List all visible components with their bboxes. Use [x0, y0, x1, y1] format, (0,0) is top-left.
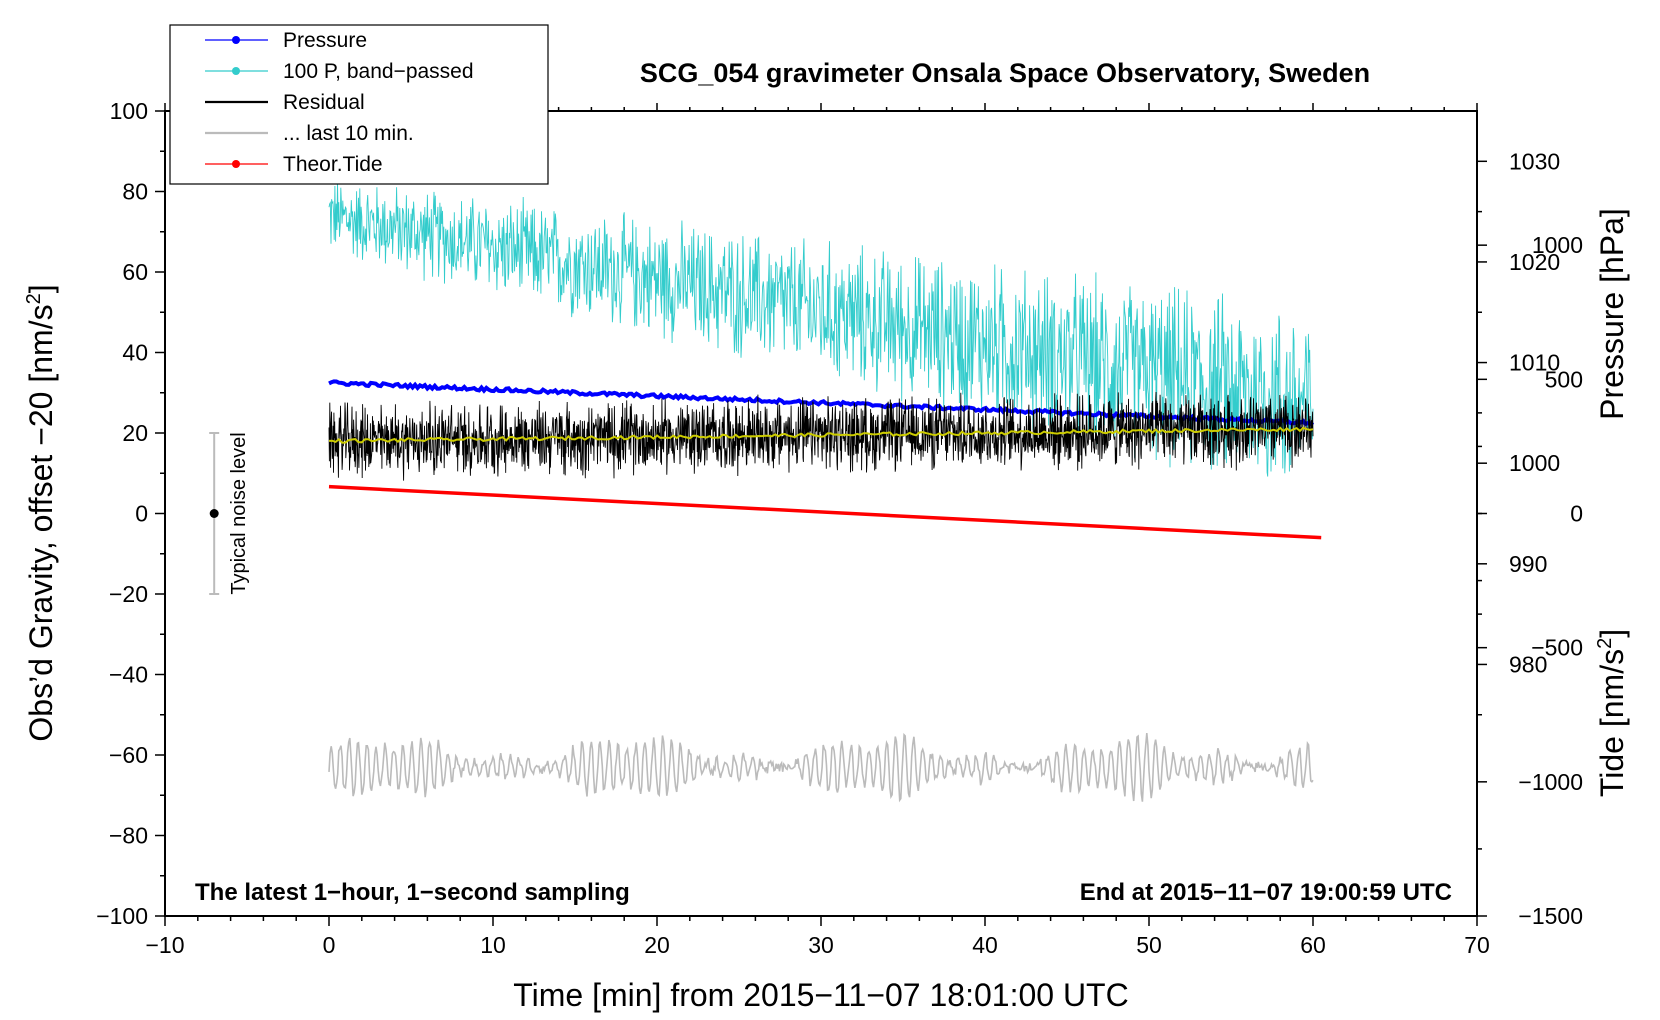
y-tick-tide-label: 500: [1545, 366, 1583, 392]
x-tick-label: 10: [480, 932, 506, 958]
y-tick-pressure-label: 980: [1509, 651, 1547, 677]
noise-bar: Typical noise level: [209, 432, 250, 595]
x-tick-label: 70: [1464, 932, 1490, 958]
legend-label: Pressure: [283, 29, 367, 52]
y-tick-pressure-label: 1020: [1509, 249, 1560, 275]
y-axis-tide: −1500 −1000 −500 0 500 1000: [1477, 232, 1583, 929]
noise-bar-center: [209, 509, 219, 518]
y-tick-left-label: 40: [122, 340, 148, 366]
y-tick-tide-label: −1000: [1518, 769, 1583, 795]
y-axis-left-title: Obs’d Gravity, offset −20 [nm/s2]: [23, 284, 59, 741]
y-tick-left-label: 60: [122, 259, 148, 285]
y-axis-left-title-sup: 2: [23, 293, 45, 304]
legend-label: Residual: [283, 91, 365, 114]
chart-title: SCG_054 gravimeter Onsala Space Observat…: [640, 58, 1370, 88]
legend-marker: [232, 67, 240, 75]
series-residual-smoothed: [328, 426, 1314, 444]
y-tick-left-label: −40: [109, 662, 148, 688]
noise-bar-label: Typical noise level: [228, 432, 250, 594]
series-layer: [328, 181, 1322, 803]
legend-box: [169, 24, 549, 185]
x-axis: −10 0 10 20 30 40 50 60 70: [145, 103, 1490, 958]
y-tick-pressure-label: 1000: [1509, 450, 1560, 476]
x-tick-label: 40: [972, 932, 998, 958]
x-tick-label: −10: [145, 932, 184, 958]
y-tick-left-label: −60: [109, 742, 148, 768]
x-tick-label: 20: [644, 932, 670, 958]
y-axis-left-title-end: ]: [23, 284, 59, 293]
y-axis-left: −100 −80 −60 −40 −20 0 20 40 60 80 100: [96, 98, 165, 929]
x-tick-label: 30: [808, 932, 834, 958]
y-axis-tide-title-main: Tide [nm/s: [1594, 649, 1630, 797]
y-tick-pressure-label: 1030: [1509, 148, 1560, 174]
y-tick-pressure-label: 990: [1509, 551, 1547, 577]
y-tick-tide-label: −500: [1531, 635, 1583, 661]
annotation-bottom-right: End at 2015−11−07 19:00:59 UTC: [1080, 879, 1452, 906]
legend-label: 100 P, band−passed: [283, 60, 474, 83]
y-axis-pressure: 980 990 1000 1010 1020 1030: [1477, 148, 1560, 677]
y-axis-pressure-title: Pressure [hPa]: [1594, 208, 1630, 420]
y-tick-tide-label: 1000: [1532, 232, 1583, 258]
y-axis-left-title-main: Obs’d Gravity, offset −20 [nm/s: [23, 304, 59, 741]
y-tick-tide-label: −1500: [1518, 903, 1583, 929]
annotation-bottom-left: The latest 1−hour, 1−second sampling: [195, 879, 630, 906]
y-tick-left-label: 100: [110, 98, 148, 124]
series-pressure: [328, 379, 1315, 427]
x-tick-label: 0: [323, 932, 336, 958]
y-tick-left-label: 80: [122, 179, 148, 205]
series-last-10-min: [328, 732, 1314, 803]
y-axis-tide-title-end: ]: [1594, 629, 1630, 638]
series-residual: [328, 391, 1314, 481]
y-axis-tide-title-sup: 2: [1594, 638, 1616, 649]
series-theor-tide: [328, 484, 1322, 540]
x-tick-label: 60: [1300, 932, 1326, 958]
y-tick-left-label: 0: [135, 501, 148, 527]
y-tick-left-label: 20: [122, 420, 148, 446]
x-axis-title: Time [min] from 2015−11−07 18:01:00 UTC: [513, 977, 1128, 1013]
y-tick-tide-label: 0: [1570, 501, 1583, 527]
x-tick-label: 50: [1136, 932, 1162, 958]
legend-marker: [232, 36, 240, 44]
legend: Pressure 100 P, band−passed Residual ... la…: [169, 24, 549, 185]
legend-items: Pressure 100 P, band−passed Residual ... la…: [205, 29, 474, 176]
legend-label: ... last 10 min.: [283, 122, 414, 145]
y-axis-tide-title: Tide [nm/s2]: [1594, 629, 1630, 797]
y-tick-left-label: −100: [96, 903, 148, 929]
legend-label: Theor.Tide: [283, 153, 383, 176]
legend-marker: [232, 160, 240, 168]
y-tick-left-label: −20: [109, 581, 148, 607]
y-tick-pressure-label: 1010: [1509, 350, 1560, 376]
y-tick-left-label: −80: [109, 823, 148, 849]
